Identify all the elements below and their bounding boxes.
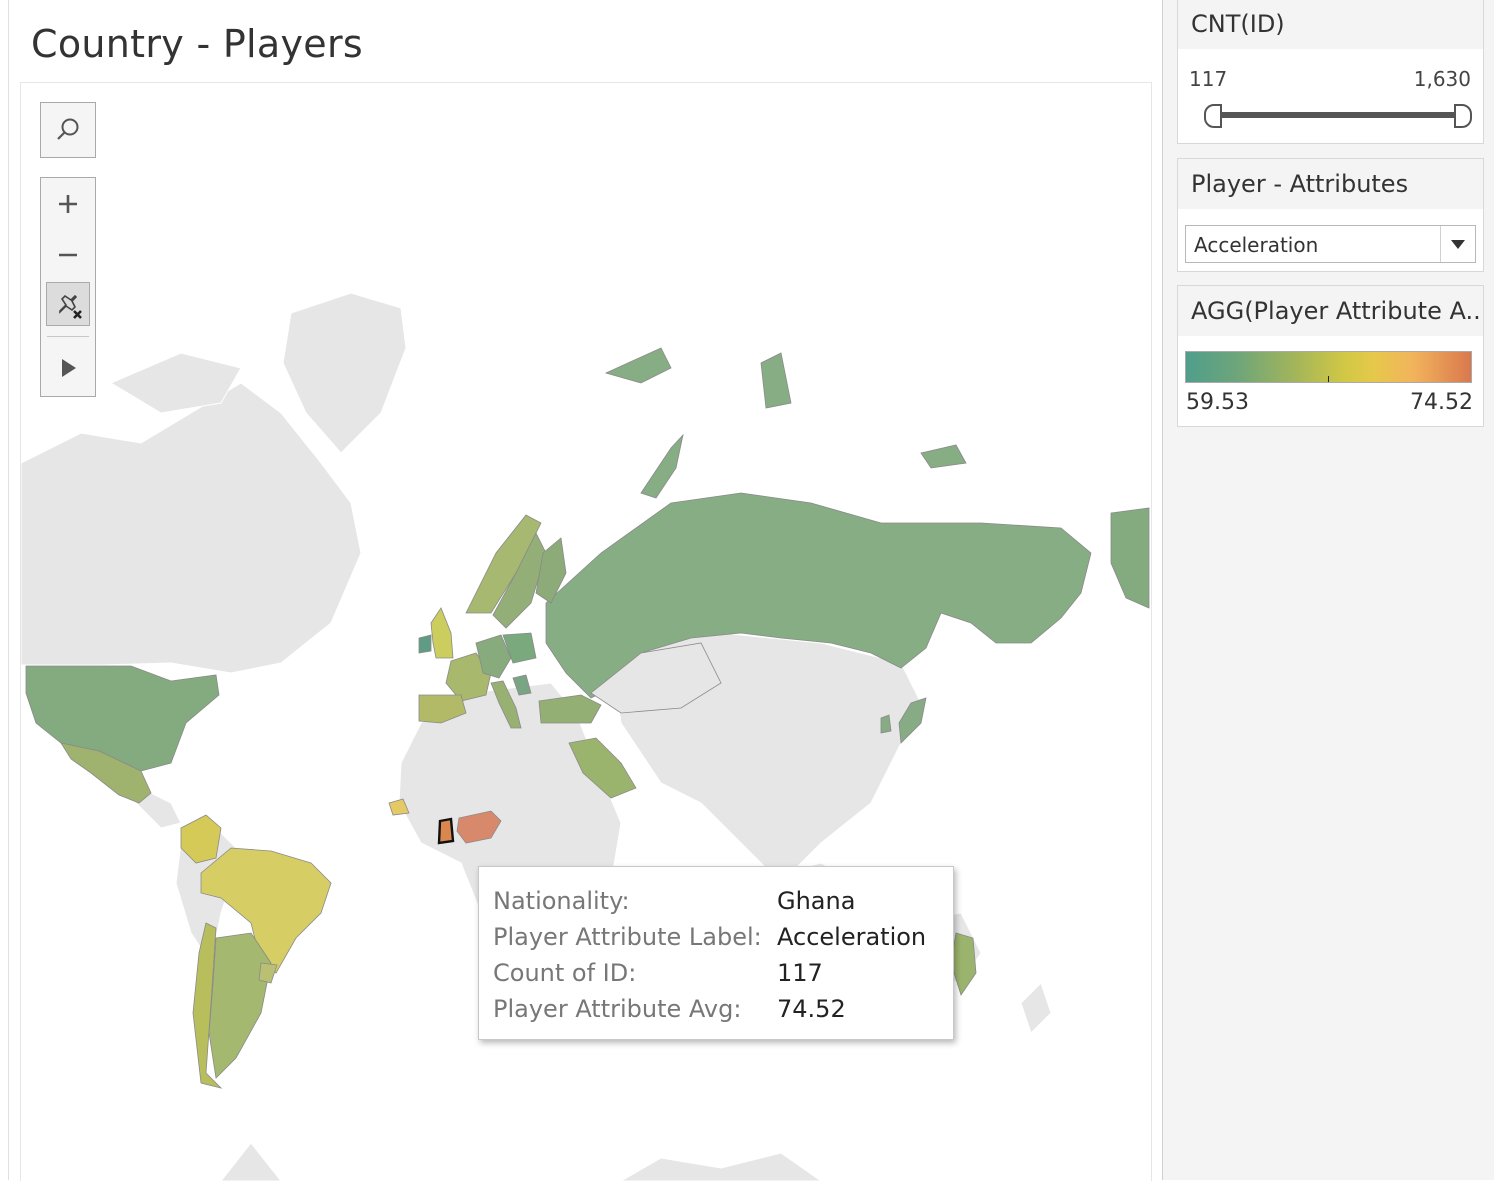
country-nigeria[interactable]: [456, 810, 502, 844]
country-australia-east[interactable]: [950, 932, 977, 996]
player-attribute-selected-value: Acceleration: [1194, 233, 1319, 257]
cnt-id-max-label: 1,630: [1413, 67, 1471, 91]
map-tooltip: Nationality: Ghana Player Attribute Labe…: [478, 866, 954, 1040]
color-legend-card: AGG(Player Attribute A... 59.53 74.52: [1177, 285, 1484, 427]
country-uk[interactable]: [430, 607, 454, 659]
land-antarctica: [220, 1142, 822, 1181]
country-finland[interactable]: [535, 537, 567, 604]
land-canada: [21, 382, 362, 674]
tooltip-label-avg: Player Attribute Avg:: [493, 995, 742, 1023]
country-brazil[interactable]: [200, 847, 332, 974]
color-legend-title: AGG(Player Attribute A...: [1178, 286, 1483, 336]
cnt-id-range-slider[interactable]: [1210, 112, 1460, 118]
country-franz-josef[interactable]: [760, 352, 792, 409]
unpin-map-icon: [59, 294, 82, 319]
country-turkey[interactable]: [538, 694, 602, 724]
cnt-id-slider-min-handle[interactable]: [1204, 104, 1222, 128]
cnt-id-filter-card: CNT(ID) 117 1,630: [1177, 0, 1484, 144]
zoom-in-button[interactable]: [41, 178, 95, 230]
unpin-map-button[interactable]: [46, 282, 90, 326]
country-japan[interactable]: [898, 697, 927, 744]
country-new-siberian-islands[interactable]: [920, 444, 967, 469]
map-search-toolbar: [40, 102, 96, 158]
country-norway[interactable]: [465, 514, 542, 614]
tooltip-label-attribute: Player Attribute Label:: [493, 923, 762, 951]
country-svalbard[interactable]: [604, 347, 672, 384]
plus-icon: [59, 195, 77, 213]
country-novaya-zemlya[interactable]: [640, 433, 684, 499]
play-icon: [62, 359, 76, 377]
country-saudi-arabia[interactable]: [568, 737, 637, 799]
toolbar-divider: [47, 336, 89, 337]
country-usa[interactable]: [25, 665, 220, 772]
search-button[interactable]: [41, 103, 95, 157]
country-italy[interactable]: [490, 680, 522, 729]
dropdown-arrow[interactable]: [1440, 226, 1475, 262]
legend-center-tick: [1328, 376, 1329, 382]
cnt-id-filter-title: CNT(ID): [1178, 0, 1483, 49]
page-title: Country - Players: [31, 22, 363, 66]
search-icon: [57, 118, 79, 140]
country-mexico[interactable]: [60, 742, 152, 804]
tooltip-value-count: 117: [777, 959, 823, 987]
country-kazakhstan: [590, 642, 722, 714]
zoom-out-button[interactable]: [41, 230, 95, 280]
country-ghana[interactable]: [437, 817, 455, 845]
tooltip-value-nationality: Ghana: [777, 887, 856, 915]
land-greenland: [282, 292, 407, 454]
minus-icon: [59, 253, 77, 257]
filters-panel: CNT(ID) 117 1,630 Player - Attributes Ac…: [1162, 0, 1494, 1180]
tooltip-value-attribute: Acceleration: [777, 923, 927, 951]
country-uruguay[interactable]: [258, 962, 278, 984]
player-attributes-filter-title: Player - Attributes: [1178, 159, 1483, 209]
country-alaska[interactable]: [1110, 507, 1150, 609]
country-germany[interactable]: [475, 634, 512, 679]
country-spain-portugal[interactable]: [418, 694, 467, 724]
legend-min-label: 59.53: [1186, 390, 1249, 415]
land-new-zealand: [1020, 982, 1052, 1034]
country-poland[interactable]: [502, 632, 537, 664]
tooltip-label-nationality: Nationality:: [493, 887, 630, 915]
player-attributes-filter-card: Player - Attributes Acceleration: [1177, 158, 1484, 272]
tooltip-value-avg: 74.52: [777, 995, 846, 1023]
country-senegal[interactable]: [388, 798, 410, 816]
land-arctic-islands: [109, 352, 242, 414]
country-colombia[interactable]: [180, 814, 222, 864]
country-south-korea[interactable]: [880, 714, 892, 734]
legend-max-label: 74.52: [1410, 390, 1473, 415]
play-button[interactable]: [41, 342, 95, 394]
chevron-down-icon: [1451, 239, 1465, 249]
sheet-left-border: [8, 0, 9, 1180]
country-france[interactable]: [445, 652, 492, 702]
player-attribute-select[interactable]: Acceleration: [1185, 225, 1476, 263]
country-argentina[interactable]: [208, 932, 272, 1079]
cnt-id-min-label: 117: [1189, 67, 1228, 91]
map-zoom-toolbar: [40, 177, 96, 397]
country-croatia-serbia[interactable]: [512, 674, 532, 696]
country-ireland[interactable]: [418, 634, 432, 654]
country-chile[interactable]: [192, 922, 223, 1089]
cnt-id-slider-max-handle[interactable]: [1454, 104, 1472, 128]
tooltip-label-count: Count of ID:: [493, 959, 637, 987]
